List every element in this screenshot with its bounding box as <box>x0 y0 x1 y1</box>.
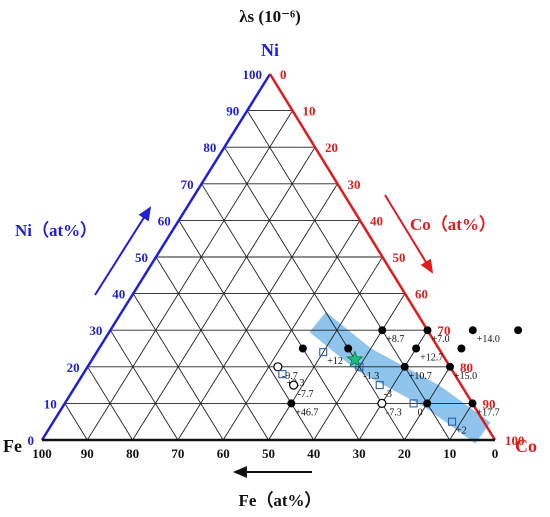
tick-label-fe: 20 <box>398 446 411 461</box>
tick-label-co: 80 <box>460 360 473 375</box>
data-point-square <box>278 370 287 379</box>
data-point-filled <box>457 344 466 353</box>
tick-label-fe: 80 <box>126 446 139 461</box>
tick-label-co: 30 <box>348 177 361 192</box>
data-label: +14.0 <box>477 334 500 345</box>
fe-axis-label: Fe（at%） <box>238 490 321 510</box>
data-point-square <box>319 348 328 357</box>
grid-line-co-30 <box>177 183 338 441</box>
data-label: +12.7 <box>420 353 443 364</box>
data-label: +15.0 <box>454 371 477 382</box>
data-point-filled <box>446 362 454 371</box>
data-point-filled <box>412 344 421 353</box>
data-point-open <box>289 380 299 390</box>
data-label: -7.7 <box>298 389 314 400</box>
data-label: -1.3 <box>363 371 379 382</box>
tick-label-ni: 50 <box>135 250 148 265</box>
tick-label-ni: 60 <box>158 213 171 228</box>
axes-layer <box>40 73 497 442</box>
tick-label-ni: 90 <box>226 104 239 119</box>
tick-label-fe: 0 <box>492 446 499 461</box>
optimal-composition-star <box>346 350 364 367</box>
tick-label-ni: 100 <box>243 67 263 82</box>
tick-label-co: 60 <box>415 287 428 302</box>
data-point-open <box>273 362 283 372</box>
data-point-square <box>447 417 457 426</box>
tick-label-fe: 30 <box>353 446 366 461</box>
tick-label-ni: 70 <box>181 177 194 192</box>
data-label: 0 <box>418 407 423 418</box>
tick-label-fe: 90 <box>81 446 94 461</box>
data-label: -7.3 <box>386 407 402 418</box>
ni-axis-line <box>40 73 272 441</box>
data-point-square <box>409 399 418 408</box>
data-point-filled <box>423 399 432 408</box>
tick-label-fe: 70 <box>171 446 184 461</box>
grid-line-fe-10 <box>246 110 451 441</box>
tick-label-ni: 30 <box>89 323 102 338</box>
tick-label-ni: 0 <box>28 433 35 448</box>
tick-label-fe: 60 <box>217 446 230 461</box>
tick-label-fe: 10 <box>443 446 456 461</box>
data-point-filled <box>468 399 477 408</box>
data-points: -9.7+2.3+12+8.7+7.0+14.0+12.7-1.3+10.7+1… <box>273 326 523 437</box>
vertex-label-left: Fe <box>3 436 22 456</box>
tick-label-fe: 50 <box>262 446 275 461</box>
data-label: +2 <box>456 426 467 437</box>
ni-axis-label: Ni（at%） <box>15 220 97 240</box>
grid-line-fe-70 <box>110 329 179 441</box>
data-point-filled <box>400 362 409 371</box>
data-label: -3 <box>384 389 392 400</box>
grid-line-fe-80 <box>87 366 133 441</box>
grid-line-fe-90 <box>64 403 88 441</box>
tick-label-co: 10 <box>303 104 316 119</box>
data-label: +7.0 <box>432 334 450 345</box>
vertex-label-right: Co <box>515 436 537 456</box>
tick-label-ni: 80 <box>203 140 216 155</box>
tick-label-co: 40 <box>370 213 383 228</box>
data-label: -9.7 <box>282 371 298 382</box>
data-point-filled <box>514 326 523 335</box>
data-point-filled <box>298 344 307 353</box>
grid-lines <box>64 110 473 441</box>
tick-label-fe: 100 <box>32 446 52 461</box>
tick-label-co: 100 <box>505 433 525 448</box>
tick-label-co: 50 <box>393 250 406 265</box>
co-direction-arrow <box>384 194 434 274</box>
data-label: +46.7 <box>295 407 318 418</box>
co-axis-line <box>268 73 497 441</box>
data-point-filled <box>344 344 353 353</box>
grid-line-co-90 <box>449 403 473 441</box>
grid-line-fe-30 <box>201 183 360 441</box>
data-label: +12 <box>327 356 343 367</box>
tick-label-ni: 20 <box>67 360 80 375</box>
tick-label-co: 20 <box>325 140 338 155</box>
data-label: +8.7 <box>386 334 404 345</box>
grid-line-co-10 <box>86 110 293 441</box>
data-point-filled <box>378 326 387 335</box>
data-point-filled <box>423 326 432 335</box>
co-axis-label: Co（at%） <box>410 214 496 234</box>
data-point-square <box>375 381 384 390</box>
ni-direction-arrow <box>94 206 152 296</box>
tick-label-ni: 40 <box>112 287 125 302</box>
data-label: +17.7 <box>477 407 500 418</box>
tick-label-co: 90 <box>483 396 496 411</box>
tick-label-co: 0 <box>280 67 287 82</box>
tick-label-fe: 40 <box>307 446 320 461</box>
chart-title: λs (10⁻⁶) <box>239 7 301 26</box>
grid-line-co-60 <box>313 293 406 441</box>
grid-line-fe-60 <box>132 293 224 441</box>
data-point-square <box>355 362 364 371</box>
data-point-filled <box>287 399 296 408</box>
data-label: +10.7 <box>409 371 432 382</box>
tick-label-ni: 10 <box>44 396 57 411</box>
data-point-filled <box>468 326 477 335</box>
vertex-label-top: Ni <box>261 40 279 60</box>
grid-line-fe-50 <box>155 256 269 441</box>
tick-label-co: 70 <box>438 323 451 338</box>
data-point-open <box>377 398 387 408</box>
